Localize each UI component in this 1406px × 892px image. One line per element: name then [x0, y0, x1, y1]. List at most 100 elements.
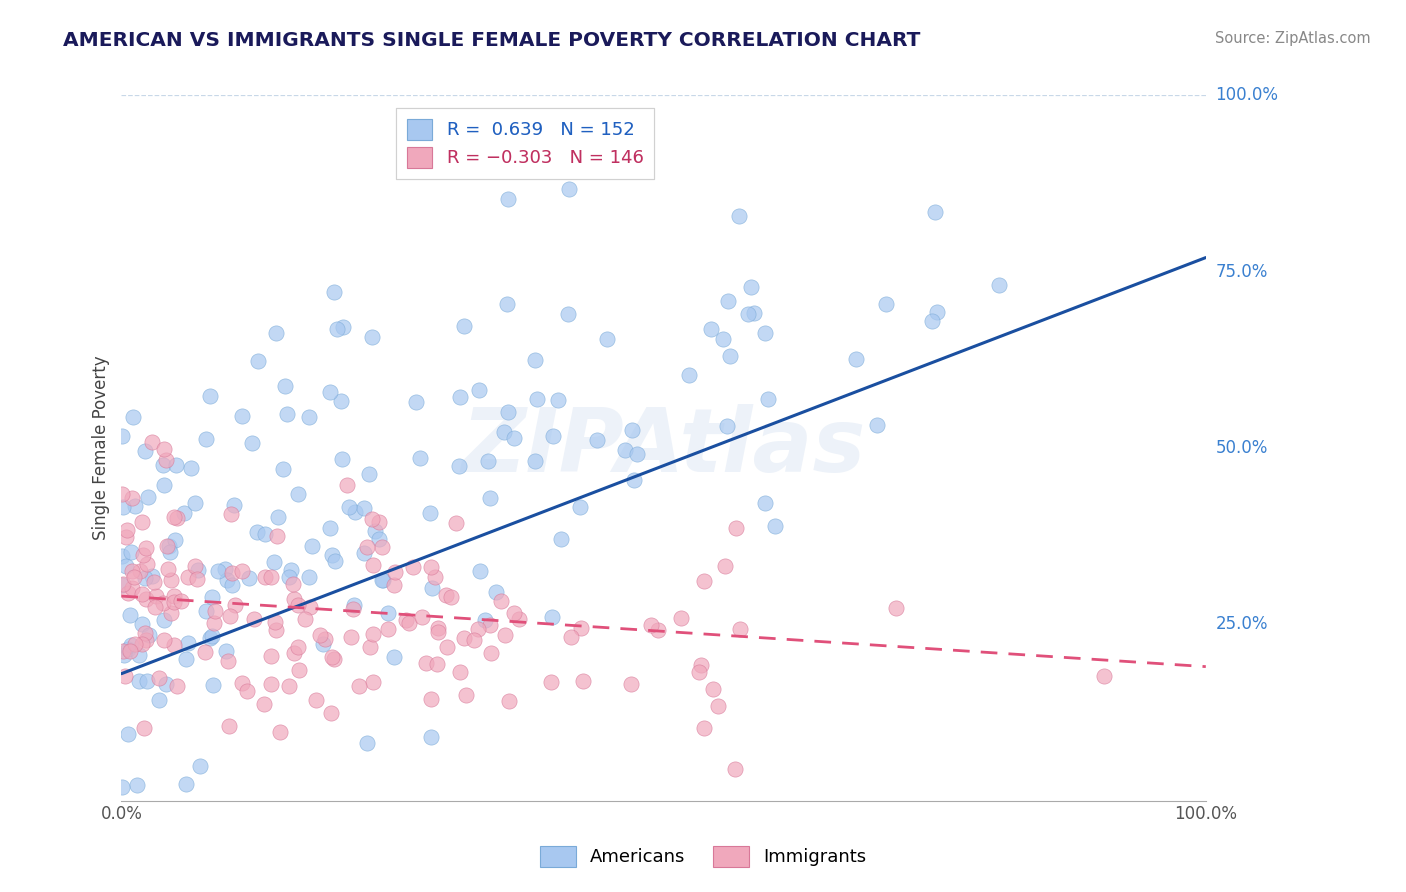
Point — [136, 674, 159, 689]
Point — [427, 624, 450, 639]
Point — [160, 574, 183, 588]
Point — [166, 511, 188, 525]
Point — [204, 604, 226, 618]
Text: Source: ZipAtlas.com: Source: ZipAtlas.com — [1215, 31, 1371, 46]
Point — [219, 507, 242, 521]
Point — [121, 581, 143, 595]
Point — [281, 577, 304, 591]
Point — [844, 351, 866, 366]
Text: 25.0%: 25.0% — [1216, 615, 1268, 633]
Point — [131, 515, 153, 529]
Point — [866, 417, 889, 432]
Point — [742, 306, 765, 320]
Point — [373, 573, 395, 587]
Point — [174, 651, 197, 665]
Point — [159, 545, 181, 559]
Point — [718, 349, 741, 363]
Point — [131, 637, 153, 651]
Point — [444, 516, 467, 531]
Point — [420, 581, 443, 595]
Point — [558, 182, 581, 196]
Point — [361, 626, 384, 640]
Point — [155, 677, 177, 691]
Point — [453, 631, 475, 645]
Point — [321, 650, 343, 665]
Point — [111, 780, 134, 794]
Point — [314, 632, 336, 646]
Point — [323, 554, 346, 568]
Point — [409, 450, 432, 465]
Point — [474, 613, 496, 627]
Point — [163, 595, 186, 609]
Point — [271, 462, 294, 476]
Point — [155, 452, 177, 467]
Point — [693, 574, 716, 588]
Legend: R =  0.639   N = 152, R = −0.303   N = 146: R = 0.639 N = 152, R = −0.303 N = 146 — [396, 108, 654, 178]
Point — [215, 643, 238, 657]
Point — [454, 688, 477, 702]
Point — [260, 570, 283, 584]
Point — [200, 590, 222, 604]
Point — [724, 521, 747, 535]
Point — [547, 392, 569, 407]
Point — [395, 613, 418, 627]
Point — [693, 721, 716, 735]
Point — [276, 407, 298, 421]
Point — [728, 209, 751, 223]
Point — [717, 294, 740, 309]
Point — [267, 510, 290, 524]
Point — [217, 654, 239, 668]
Point — [689, 665, 711, 679]
Point — [148, 693, 170, 707]
Point — [134, 626, 156, 640]
Point — [884, 601, 907, 615]
Point — [145, 589, 167, 603]
Point — [287, 598, 309, 612]
Point — [690, 658, 713, 673]
Point — [120, 643, 142, 657]
Point — [163, 509, 186, 524]
Point — [114, 669, 136, 683]
Point — [120, 638, 142, 652]
Point — [550, 532, 572, 546]
Point — [163, 533, 186, 547]
Point — [112, 644, 135, 658]
Point — [117, 641, 139, 656]
Point — [243, 612, 266, 626]
Point — [266, 529, 288, 543]
Point — [495, 297, 517, 311]
Point — [361, 330, 384, 344]
Point — [127, 779, 149, 793]
Point — [122, 409, 145, 424]
Point — [128, 648, 150, 663]
Point — [163, 589, 186, 603]
Point — [128, 564, 150, 578]
Point — [294, 612, 316, 626]
Point — [231, 675, 253, 690]
Point — [702, 682, 724, 697]
Point — [115, 523, 138, 537]
Point — [231, 409, 253, 424]
Point — [177, 570, 200, 584]
Point — [153, 613, 176, 627]
Point — [586, 433, 609, 447]
Point — [423, 570, 446, 584]
Point — [298, 409, 321, 424]
Point — [287, 487, 309, 501]
Point — [728, 622, 751, 636]
Point — [141, 569, 163, 583]
Point — [419, 506, 441, 520]
Point — [160, 606, 183, 620]
Point — [496, 404, 519, 418]
Point — [716, 419, 738, 434]
Text: ZIPAtlas: ZIPAtlas — [461, 404, 866, 491]
Point — [1092, 669, 1115, 683]
Point — [218, 608, 240, 623]
Point — [440, 590, 463, 604]
Point — [202, 615, 225, 630]
Point — [477, 453, 499, 467]
Point — [122, 570, 145, 584]
Point — [112, 500, 135, 514]
Point — [640, 618, 662, 632]
Point — [152, 632, 174, 647]
